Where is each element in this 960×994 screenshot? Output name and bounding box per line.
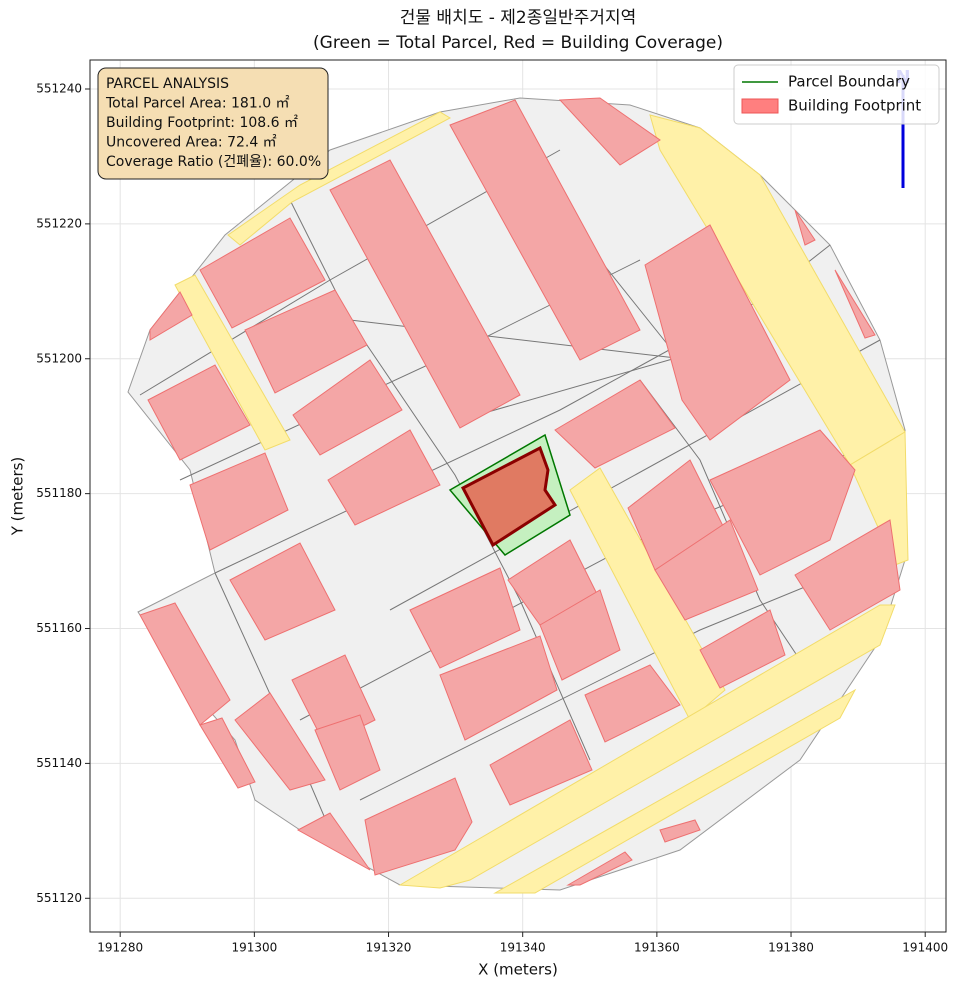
axes-frame bbox=[89, 59, 947, 933]
building bbox=[234, 692, 326, 791]
y-tick-label: 551220 bbox=[36, 216, 82, 230]
lot-line bbox=[139, 149, 561, 396]
x-tick-label: 191380 bbox=[768, 941, 814, 955]
legend-swatch bbox=[741, 98, 779, 114]
building bbox=[654, 519, 759, 621]
focal-building bbox=[460, 445, 558, 548]
building bbox=[584, 664, 681, 743]
annotation: PARCEL ANALYSIS Total Parcel Area: 181.0 … bbox=[105, 76, 321, 170]
road bbox=[569, 467, 726, 721]
annotation-line: Building Footprint: 108.6 ㎡ bbox=[106, 115, 298, 131]
annotation-line: Total Parcel Area: 181.0 ㎡ bbox=[105, 96, 290, 112]
building bbox=[199, 217, 326, 329]
y-tick-label: 551160 bbox=[36, 621, 82, 635]
annotation-line: PARCEL ANALYSIS bbox=[106, 76, 229, 92]
annotation-line: Uncovered Area: 72.4 ㎡ bbox=[106, 135, 277, 151]
building bbox=[199, 717, 256, 789]
building bbox=[489, 719, 593, 806]
legend-label: Parcel Boundary bbox=[788, 73, 910, 91]
building bbox=[659, 819, 701, 843]
road bbox=[227, 111, 452, 246]
building bbox=[314, 714, 381, 791]
x-tick-label: 191340 bbox=[500, 941, 546, 955]
building bbox=[439, 635, 558, 741]
y-tick-label: 551240 bbox=[36, 81, 82, 95]
building bbox=[139, 602, 231, 726]
building bbox=[794, 519, 901, 631]
building bbox=[292, 359, 403, 456]
building bbox=[794, 209, 816, 246]
building bbox=[327, 429, 441, 526]
building bbox=[699, 609, 786, 689]
x-tick-label: 191400 bbox=[902, 941, 948, 955]
y-tick-label: 551140 bbox=[36, 756, 82, 770]
building bbox=[834, 269, 876, 339]
annotation-box bbox=[97, 67, 329, 180]
building bbox=[566, 851, 633, 886]
building bbox=[244, 289, 368, 394]
road bbox=[493, 688, 857, 894]
legend-label: Building Footprint bbox=[788, 97, 921, 115]
building bbox=[364, 777, 473, 876]
y-tick-label: 551180 bbox=[36, 486, 82, 500]
site-plan bbox=[127, 97, 909, 894]
road bbox=[398, 604, 896, 889]
chart-subtitle: (Green = Total Parcel, Red = Building Co… bbox=[313, 33, 723, 53]
chart-title: 건물 배치도 - 제2종일반주거지역 bbox=[400, 8, 636, 28]
legend-items: Parcel Boundary Building Footprint bbox=[741, 73, 921, 115]
building bbox=[449, 99, 641, 361]
building bbox=[709, 429, 856, 576]
annotation-line: Coverage Ratio (건폐율): 60.0% bbox=[106, 154, 321, 170]
legend bbox=[733, 64, 940, 125]
road bbox=[174, 274, 291, 451]
y-tick-label: 551200 bbox=[36, 351, 82, 365]
building bbox=[554, 379, 676, 469]
building bbox=[296, 812, 371, 871]
building bbox=[539, 589, 621, 681]
x-tick-label: 191280 bbox=[97, 941, 143, 955]
building bbox=[149, 291, 193, 341]
lot-line bbox=[389, 339, 881, 611]
x-tick-label: 191320 bbox=[366, 941, 412, 955]
x-tick-label: 191360 bbox=[634, 941, 680, 955]
building bbox=[644, 224, 791, 441]
building bbox=[329, 159, 521, 429]
building bbox=[409, 567, 521, 669]
x-tick-label: 191300 bbox=[231, 941, 277, 955]
building bbox=[558, 97, 661, 166]
building bbox=[147, 364, 251, 461]
y-axis-label: Y (meters) bbox=[9, 457, 27, 537]
building bbox=[229, 542, 336, 641]
y-tick-label: 551120 bbox=[36, 891, 82, 905]
building bbox=[189, 452, 289, 551]
x-axis-label: X (meters) bbox=[478, 961, 558, 979]
